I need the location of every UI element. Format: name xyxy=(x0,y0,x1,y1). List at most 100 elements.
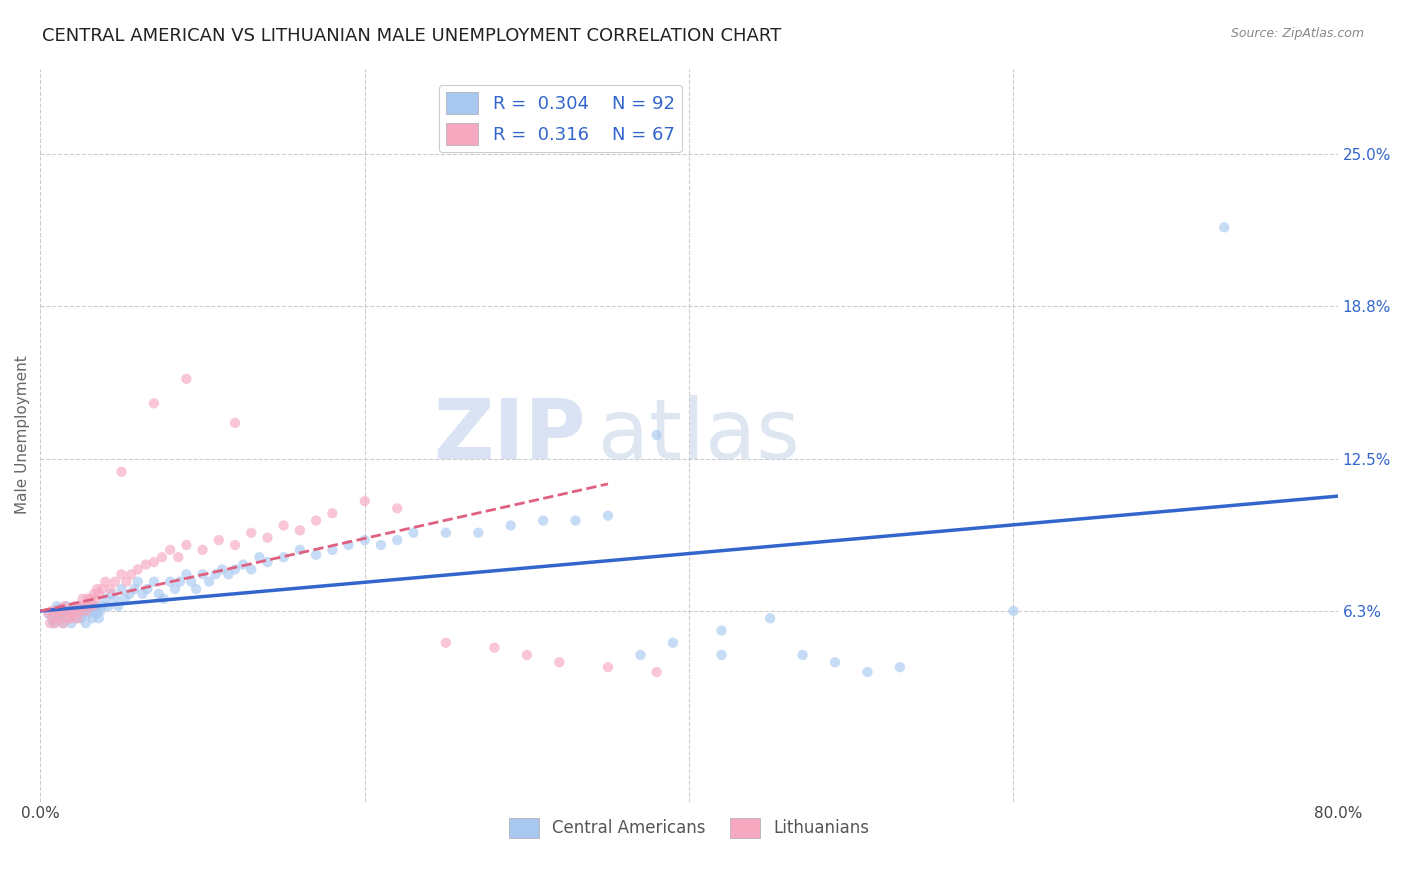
Point xyxy=(80,601,103,615)
Point xyxy=(97,599,120,613)
Point xyxy=(353,494,375,508)
Point xyxy=(38,607,60,621)
Point xyxy=(94,574,117,589)
Point xyxy=(596,660,619,674)
Point xyxy=(52,616,75,631)
Point xyxy=(100,587,122,601)
Point xyxy=(67,604,90,618)
Point xyxy=(60,616,83,631)
Point xyxy=(548,655,571,669)
Point xyxy=(163,582,186,596)
Point xyxy=(65,611,87,625)
Point xyxy=(240,562,263,576)
Point xyxy=(169,574,191,589)
Point xyxy=(75,604,97,618)
Point xyxy=(65,607,87,621)
Point xyxy=(104,591,127,606)
Point xyxy=(824,655,846,669)
Point xyxy=(184,582,207,596)
Point xyxy=(51,604,73,618)
Point xyxy=(82,599,104,613)
Point xyxy=(72,607,94,621)
Point xyxy=(38,607,60,621)
Point xyxy=(759,611,782,625)
Point xyxy=(83,587,105,601)
Point xyxy=(45,611,67,625)
Point xyxy=(67,599,90,613)
Point xyxy=(142,574,165,589)
Point xyxy=(70,611,93,625)
Point xyxy=(83,604,105,618)
Point xyxy=(176,538,198,552)
Point xyxy=(136,582,159,596)
Point xyxy=(87,587,110,601)
Point xyxy=(167,550,190,565)
Point xyxy=(76,599,98,613)
Point xyxy=(76,591,98,606)
Point xyxy=(710,624,733,638)
Point xyxy=(385,501,408,516)
Point xyxy=(159,574,181,589)
Point xyxy=(77,599,100,613)
Point xyxy=(107,599,129,613)
Point xyxy=(98,582,121,596)
Point xyxy=(142,555,165,569)
Point xyxy=(484,640,506,655)
Point xyxy=(645,428,668,442)
Point xyxy=(240,525,263,540)
Point xyxy=(80,591,103,606)
Point xyxy=(53,607,76,621)
Point xyxy=(73,604,96,618)
Point xyxy=(39,616,62,631)
Point xyxy=(56,611,79,625)
Point xyxy=(77,607,100,621)
Point xyxy=(630,648,652,662)
Point xyxy=(131,587,153,601)
Point xyxy=(127,574,149,589)
Point xyxy=(120,567,142,582)
Point xyxy=(191,542,214,557)
Point xyxy=(41,604,63,618)
Point xyxy=(467,525,489,540)
Point xyxy=(84,599,107,613)
Point xyxy=(49,611,72,625)
Point xyxy=(63,599,86,613)
Point xyxy=(856,665,879,679)
Point xyxy=(87,611,110,625)
Point xyxy=(75,616,97,631)
Point xyxy=(176,567,198,582)
Point xyxy=(60,611,83,625)
Point xyxy=(176,372,198,386)
Point xyxy=(91,599,114,613)
Point xyxy=(288,524,311,538)
Point xyxy=(218,567,240,582)
Point xyxy=(232,558,254,572)
Point xyxy=(273,518,295,533)
Point xyxy=(645,665,668,679)
Point xyxy=(86,607,108,621)
Point xyxy=(208,533,231,548)
Point xyxy=(224,562,246,576)
Point xyxy=(204,567,226,582)
Point xyxy=(135,558,157,572)
Point xyxy=(1002,604,1025,618)
Point xyxy=(110,465,132,479)
Point xyxy=(531,514,554,528)
Point xyxy=(66,611,89,625)
Point xyxy=(792,648,814,662)
Point xyxy=(564,514,586,528)
Point xyxy=(273,550,295,565)
Point xyxy=(321,506,343,520)
Point xyxy=(44,616,66,631)
Point xyxy=(53,599,76,613)
Point xyxy=(55,604,77,618)
Point xyxy=(516,648,538,662)
Point xyxy=(118,587,141,601)
Point xyxy=(59,604,82,618)
Point xyxy=(198,574,221,589)
Point xyxy=(1213,220,1236,235)
Point xyxy=(402,525,425,540)
Point xyxy=(82,611,104,625)
Point xyxy=(211,562,233,576)
Point xyxy=(42,616,65,631)
